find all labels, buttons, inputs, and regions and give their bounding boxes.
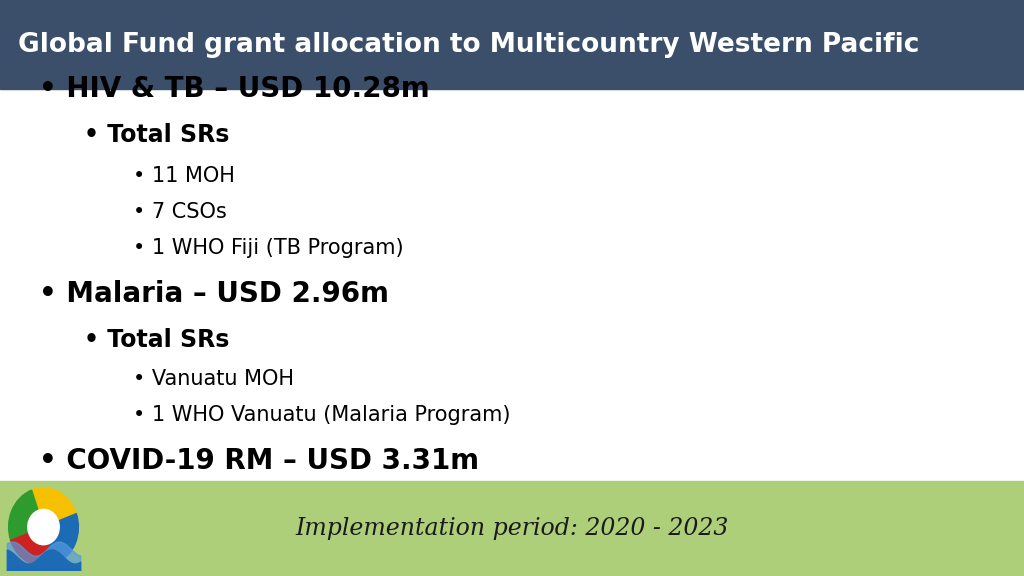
Wedge shape — [8, 490, 38, 540]
Text: • Total SRs: • Total SRs — [84, 123, 229, 147]
Text: • 1 WHO Fiji (TB Program): • 1 WHO Fiji (TB Program) — [133, 238, 403, 258]
Wedge shape — [32, 488, 77, 521]
Text: • 7 CSOs: • 7 CSOs — [133, 202, 227, 222]
Bar — [0, 0, 1024, 89]
Text: • Malaria – USD 2.96m: • Malaria – USD 2.96m — [39, 280, 389, 308]
Circle shape — [28, 509, 59, 545]
Text: • COVID-19 RM – USD 3.31m: • COVID-19 RM – USD 3.31m — [39, 447, 479, 475]
Text: Global Fund grant allocation to Multicountry Western Pacific: Global Fund grant allocation to Multicou… — [18, 32, 920, 58]
Bar — [0, 481, 1024, 576]
Text: Implementation period: 2020 - 2023: Implementation period: 2020 - 2023 — [295, 517, 729, 540]
Wedge shape — [49, 514, 79, 564]
Text: • 11 MOH: • 11 MOH — [133, 166, 234, 185]
Text: • Vanuatu MOH: • Vanuatu MOH — [133, 369, 294, 389]
Text: • Total SRs: • Total SRs — [84, 328, 229, 352]
Wedge shape — [10, 533, 55, 566]
Text: • HIV & TB – USD 10.28m: • HIV & TB – USD 10.28m — [39, 75, 430, 103]
Text: • 1 WHO Vanuatu (Malaria Program): • 1 WHO Vanuatu (Malaria Program) — [133, 406, 511, 425]
